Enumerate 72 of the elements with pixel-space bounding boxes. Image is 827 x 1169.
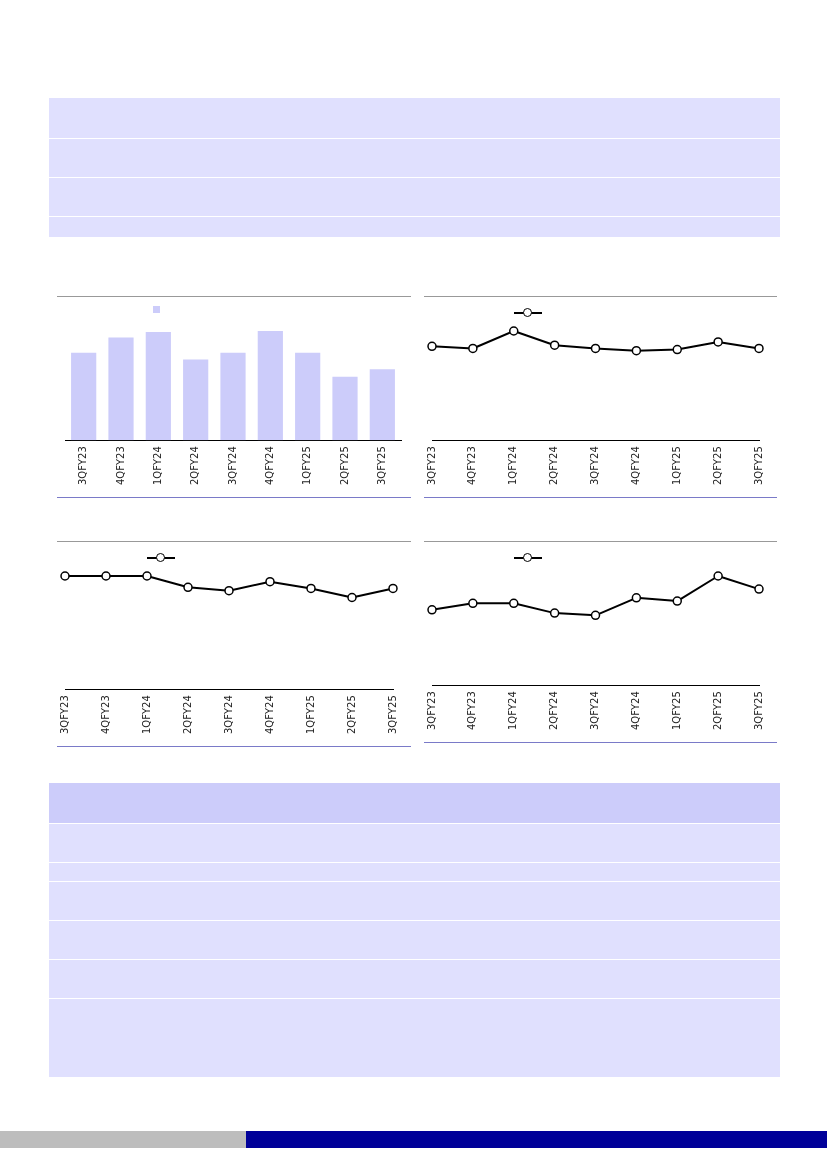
x-tick-label: 4QFY23 <box>466 691 478 731</box>
point <box>549 340 560 350</box>
x-tick-label: 2QFY24 <box>181 695 193 735</box>
x-tick-label: 1QFY25 <box>304 695 316 735</box>
point <box>509 598 519 609</box>
point <box>549 608 560 618</box>
point <box>590 343 601 354</box>
point <box>713 337 723 347</box>
x-tick-label: 3QFY24 <box>222 695 234 735</box>
x-tick-label: 3QFY25 <box>752 446 764 486</box>
x-tick-label: 3QFY23 <box>77 446 89 486</box>
x-tick-label: 3QFY25 <box>375 446 387 486</box>
x-tick-label: 2QFY25 <box>711 446 723 486</box>
x-tick-label: 4QFY24 <box>263 695 275 735</box>
x-tick-label: 3QFY23 <box>58 695 70 735</box>
x-tick-label: 1QFY25 <box>670 691 682 731</box>
x-tick-label: 4QFY23 <box>466 446 478 486</box>
x-tick-label: 1QFY24 <box>151 446 163 486</box>
point <box>427 605 437 615</box>
x-tick-label: 2QFY25 <box>711 691 723 731</box>
point <box>427 341 437 352</box>
point <box>224 585 234 596</box>
x-tick-label: 2QFY25 <box>338 446 350 486</box>
x-tick-label: 4QFY24 <box>263 446 275 486</box>
x-tick-label: 4QFY23 <box>99 695 111 735</box>
bar <box>183 359 209 441</box>
x-tick-label: 3QFY23 <box>425 446 437 486</box>
point <box>754 584 764 594</box>
x-tick-label: 3QFY24 <box>589 446 601 486</box>
x-tick-label: 3QFY25 <box>386 695 398 735</box>
point <box>672 596 682 606</box>
x-tick-label: 2QFY24 <box>189 446 201 486</box>
point <box>468 598 478 609</box>
bar <box>369 369 395 441</box>
x-tick-label: 1QFY24 <box>507 446 519 486</box>
point <box>183 582 193 593</box>
bar <box>108 337 134 441</box>
point <box>388 583 398 594</box>
x-tick-label: 3QFY25 <box>752 691 764 731</box>
bar <box>257 331 283 441</box>
x-tick-label: 2QFY24 <box>548 446 560 486</box>
x-tick-label: 3QFY24 <box>226 446 238 486</box>
x-tick-label: 2QFY25 <box>345 695 357 735</box>
x-tick-label: 1QFY25 <box>301 446 313 486</box>
x-tick-label: 4QFY24 <box>629 446 641 486</box>
bar <box>295 352 321 441</box>
point <box>347 592 357 603</box>
x-tick-label: 1QFY25 <box>670 446 682 486</box>
bar <box>332 376 358 441</box>
bar <box>71 352 97 441</box>
point <box>631 345 642 356</box>
point <box>265 576 275 587</box>
point <box>306 583 316 594</box>
x-tick-label: 2QFY24 <box>548 691 560 731</box>
bar <box>145 332 171 441</box>
point <box>672 344 682 355</box>
bar <box>220 352 246 441</box>
point <box>631 593 642 603</box>
x-tick-label: 4QFY24 <box>629 691 641 731</box>
point <box>142 571 152 581</box>
point <box>509 326 519 336</box>
x-tick-label: 3QFY23 <box>425 691 437 731</box>
point <box>713 571 723 581</box>
point <box>468 343 478 354</box>
point <box>590 610 601 621</box>
point <box>101 571 111 581</box>
x-tick-label: 3QFY24 <box>589 691 601 731</box>
x-tick-label: 4QFY23 <box>114 446 126 486</box>
point <box>754 343 764 354</box>
point <box>60 571 70 581</box>
x-tick-label: 1QFY24 <box>507 691 519 731</box>
x-tick-label: 1QFY24 <box>140 695 152 735</box>
